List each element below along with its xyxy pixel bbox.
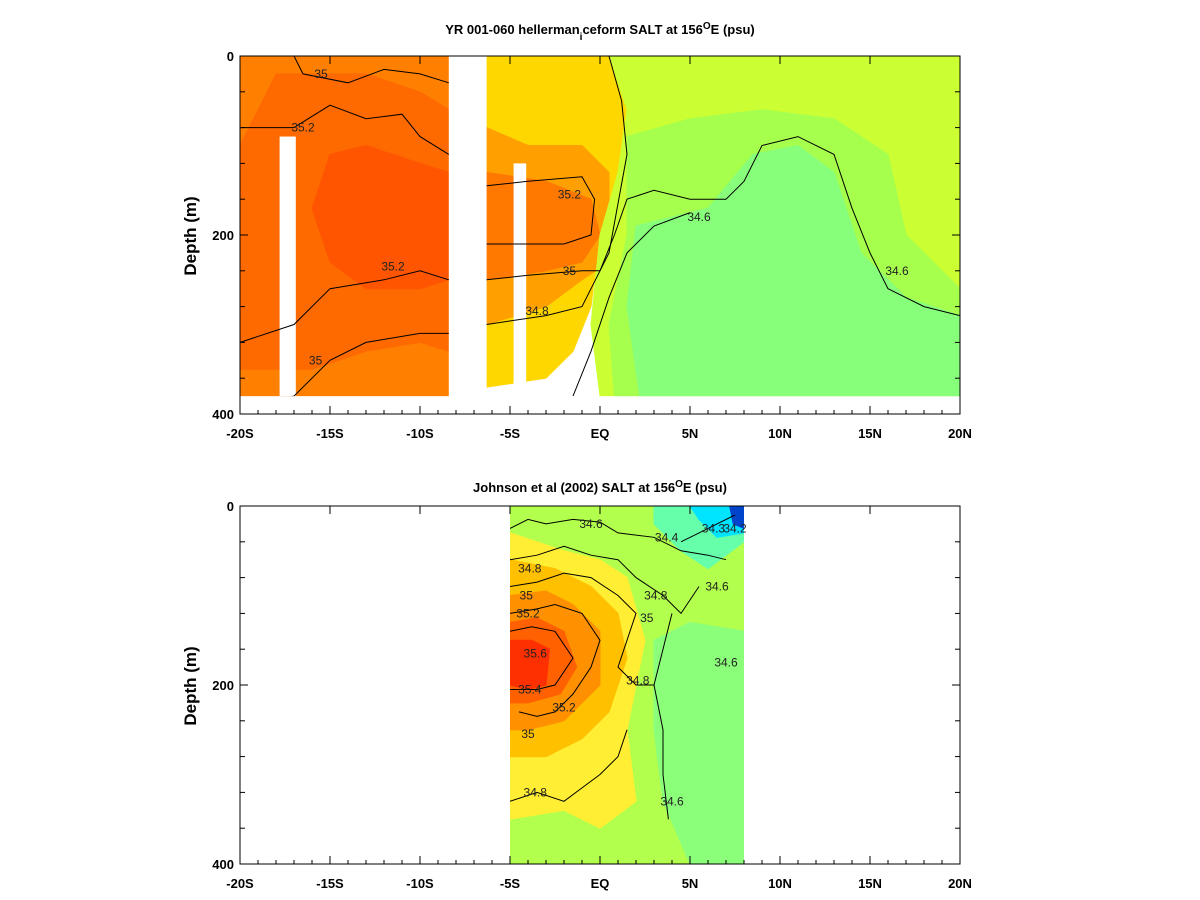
chart-title-top: YR 001-060 hellermaniceform SALT at 156O… <box>445 21 754 43</box>
contour-label: 35.2 <box>558 188 582 202</box>
salinity-field <box>240 56 960 397</box>
contour-label: 34.6 <box>714 656 738 670</box>
x-tick-label: -20S <box>226 876 254 891</box>
x-tick-label: 20N <box>948 426 972 441</box>
y-tick-label: 200 <box>212 678 234 693</box>
contour-label: 35 <box>520 589 534 603</box>
contour-label: 35.2 <box>552 700 576 714</box>
salinity-region <box>729 506 744 529</box>
y-tick-label: 0 <box>227 49 234 64</box>
contour-label: 35 <box>563 264 577 278</box>
salinity-region <box>626 144 960 397</box>
salinity-region <box>653 621 744 864</box>
contour-label: 35 <box>314 67 328 81</box>
salinity-region <box>689 506 744 538</box>
contour-label: 34.8 <box>524 785 548 799</box>
y-tick-label: 0 <box>227 499 234 514</box>
contour-label: 34.6 <box>885 264 909 278</box>
contour-line-35-4 <box>510 626 574 690</box>
contour-line-35 <box>290 332 449 397</box>
x-tick-label: -10S <box>406 426 434 441</box>
contour-line-35 <box>293 56 449 84</box>
x-tick-label: 20N <box>948 876 972 891</box>
missing-data-gap <box>513 163 527 397</box>
plot-area-top: 35 35.2 35.2 35 35.2 35 34.8 34.6 34.6 -20S -15S -1… <box>212 49 972 441</box>
contour-label: 35 <box>640 611 654 625</box>
contour-label: 34.6 <box>660 794 684 808</box>
x-tick-label: 5N <box>682 426 699 441</box>
contour-line-35 <box>486 56 628 281</box>
contour-label: 35.2 <box>291 121 315 135</box>
x-tick-label: 10N <box>768 426 792 441</box>
x-tick-label: 15N <box>858 876 882 891</box>
contour-label: 35.2 <box>516 606 540 620</box>
contour-line-34-8 <box>510 729 628 802</box>
contour-line-35-2 <box>486 176 596 245</box>
salinity-region <box>510 639 551 691</box>
contour-label: 35.2 <box>381 259 405 273</box>
contour-line-34-6 <box>653 613 673 820</box>
contour-label: 34.3 <box>702 521 726 535</box>
y-tick-label: 400 <box>212 857 234 872</box>
contour-label: 35.4 <box>518 682 542 696</box>
contour-label: 34.8 <box>644 589 668 603</box>
x-tick-label: -15S <box>316 876 344 891</box>
contour-line-35 <box>510 572 654 686</box>
contour-label: 34.8 <box>518 562 542 576</box>
contour-line-34-4 <box>680 514 736 543</box>
chart-title-bottom: Johnson et al (2002) SALT at 156OE (psu) <box>473 479 727 496</box>
contour-label: 35 <box>521 727 535 741</box>
contour-label: 34.6 <box>579 517 603 531</box>
y-tick-label: 200 <box>212 228 234 243</box>
y-axis-label-top: Depth (m) <box>181 196 200 275</box>
contour-label: 34.4 <box>655 530 679 544</box>
contour-label: 34.8 <box>626 674 650 688</box>
contour-line-34-8 <box>486 136 960 325</box>
missing-data-gap <box>279 136 296 397</box>
x-tick-label: 10N <box>768 876 792 891</box>
salinity-region <box>311 144 450 290</box>
contour-line-34-8 <box>510 545 700 615</box>
contour-label: 34.2 <box>723 521 747 535</box>
y-tick-label: 400 <box>212 407 234 422</box>
contour-label: 34.8 <box>525 304 549 318</box>
contour-label: 34.6 <box>705 580 729 594</box>
x-tick-label: -10S <box>406 876 434 891</box>
y-axis-label-bottom: Depth (m) <box>181 646 200 725</box>
x-tick-label: 5N <box>682 876 699 891</box>
contour-label: 35.6 <box>524 647 548 661</box>
panel-top: YR 001-060 hellermaniceform SALT at 156O… <box>181 21 972 442</box>
x-tick-label: EQ <box>591 876 610 891</box>
salinity-field <box>510 506 744 864</box>
x-tick-label: -15S <box>316 426 344 441</box>
x-tick-label: EQ <box>591 426 610 441</box>
contour-line-35-2 <box>240 104 450 155</box>
contour-line-34-6 <box>510 518 727 561</box>
contour-line-35-2 <box>240 270 449 343</box>
x-tick-label: -20S <box>226 426 254 441</box>
contour-label: 35 <box>309 353 323 367</box>
panel-bottom: Johnson et al (2002) SALT at 156OE (psu)… <box>181 479 972 892</box>
contour-line-35-2 <box>510 603 601 717</box>
contour-label: 34.6 <box>687 210 711 224</box>
plot-area-bottom: 34.6 34.4 34.334.2 34.8 34.8 34.6 35 35 35.2 35.6… <box>212 499 972 891</box>
x-tick-label: 15N <box>858 426 882 441</box>
x-tick-label: -5S <box>500 426 521 441</box>
missing-data-gap <box>448 56 487 397</box>
x-tick-label: -5S <box>500 876 521 891</box>
contour-line-34-6 <box>572 212 691 397</box>
